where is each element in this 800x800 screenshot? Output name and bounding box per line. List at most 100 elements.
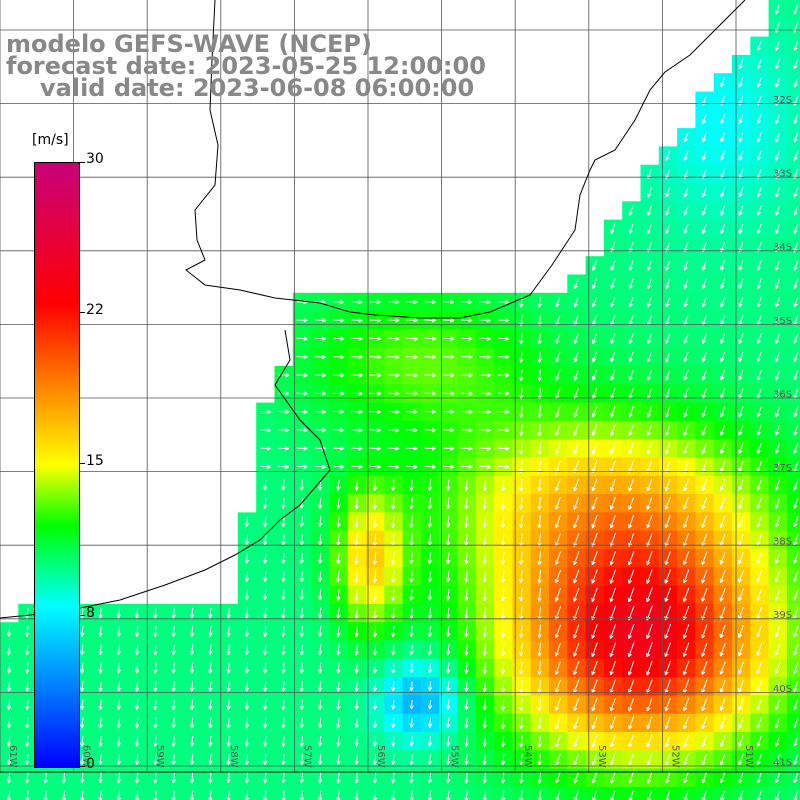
wind-arrow (460, 427, 473, 433)
wind-arrow (664, 569, 671, 584)
wind-arrow (665, 333, 671, 344)
wind-arrow (720, 442, 726, 455)
wind-arrow (738, 132, 744, 143)
wind-arrow (627, 569, 635, 584)
wind-arrow (573, 424, 579, 436)
wind-arrow (554, 624, 562, 639)
wind-arrow (775, 754, 781, 765)
wind-arrow (610, 424, 616, 436)
wind-arrow (756, 735, 762, 747)
wind-speed-cell (622, 786, 642, 800)
wind-arrow (299, 534, 304, 546)
wind-speed-cell (768, 786, 788, 800)
coastline-north (185, 0, 746, 319)
wind-arrow (299, 479, 304, 491)
wind-arrow (442, 373, 455, 378)
wind-arrow (336, 680, 341, 692)
wind-arrow (208, 735, 213, 747)
wind-arrow (628, 333, 634, 344)
wind-arrow (226, 699, 231, 711)
wind-arrow (244, 607, 250, 619)
wind-arrow (683, 442, 689, 455)
wind-arrow (793, 662, 799, 674)
wind-arrow (793, 699, 799, 711)
wind-arrow (683, 406, 689, 418)
wind-arrow (482, 735, 487, 747)
wind-arrow (369, 391, 382, 396)
wind-arrow (665, 150, 671, 161)
wind-arrow (701, 698, 708, 712)
wind-speed-cell (786, 311, 800, 330)
wind-arrow (409, 589, 414, 601)
wind-speed-cell (786, 347, 800, 367)
wind-speed-cell (732, 786, 751, 800)
wind-arrow (391, 717, 396, 728)
wind-arrow (774, 515, 781, 528)
wind-arrow (720, 205, 726, 216)
wind-arrow (409, 754, 414, 765)
wind-arrow (719, 624, 726, 639)
wind-arrow (500, 680, 506, 693)
wind-arrow (683, 278, 689, 289)
wind-arrow (756, 661, 763, 675)
wind-arrow (664, 697, 671, 712)
wind-arrow (609, 697, 616, 712)
wind-arrow (427, 662, 433, 674)
wind-arrow (134, 772, 140, 784)
wind-arrow (25, 699, 30, 711)
wind-arrow (479, 409, 491, 415)
wind-arrow (80, 680, 85, 692)
wind-arrow (682, 587, 690, 602)
wind-arrow (464, 699, 469, 711)
wind-arrow (369, 409, 381, 415)
wind-arrow (479, 464, 492, 469)
wind-arrow (479, 318, 491, 323)
wind-arrow (610, 406, 616, 418)
wind-arrow (442, 409, 455, 415)
wind-arrow (244, 735, 250, 747)
lon-label: 55W (449, 745, 460, 768)
wind-speed-cell (786, 732, 800, 751)
wind-arrow (793, 205, 799, 216)
wind-arrow (208, 772, 213, 784)
wind-arrow (537, 314, 542, 326)
wind-arrow (98, 754, 103, 765)
wind-arrow (460, 373, 473, 378)
wind-arrow (554, 551, 561, 565)
lon-label: 53W (596, 745, 607, 768)
wind-arrow (427, 736, 433, 747)
wind-arrow (774, 698, 781, 711)
wind-arrow (464, 515, 469, 528)
wind-arrow (701, 497, 708, 510)
wind-arrow (244, 626, 250, 637)
wind-arrow (409, 625, 414, 638)
wind-arrow (351, 427, 363, 433)
wind-arrow (774, 717, 781, 729)
wind-arrow (336, 699, 341, 711)
wind-arrow (406, 409, 418, 415)
wind-arrow (775, 443, 781, 454)
wind-arrow (537, 698, 542, 711)
wind-arrow (756, 588, 763, 601)
wind-arrow (609, 660, 617, 676)
wind-arrow (244, 717, 250, 729)
wind-arrow (683, 735, 689, 748)
wind-arrow (500, 497, 506, 510)
wind-arrow (756, 296, 762, 308)
wind-arrow (296, 427, 308, 433)
wind-arrow (299, 607, 304, 619)
wind-arrow (738, 735, 744, 747)
wind-arrow (372, 699, 378, 710)
wind-arrow (683, 187, 689, 198)
wind-arrow (774, 570, 781, 583)
wind-arrow (6, 699, 12, 711)
wind-arrow (226, 626, 231, 637)
wind-arrow (134, 754, 140, 765)
wind-arrow (461, 318, 473, 323)
wind-arrow (391, 625, 396, 638)
wind-arrow (244, 571, 250, 582)
wind-arrow (446, 735, 451, 747)
wind-arrow (610, 442, 616, 455)
wind-arrow (774, 625, 781, 638)
